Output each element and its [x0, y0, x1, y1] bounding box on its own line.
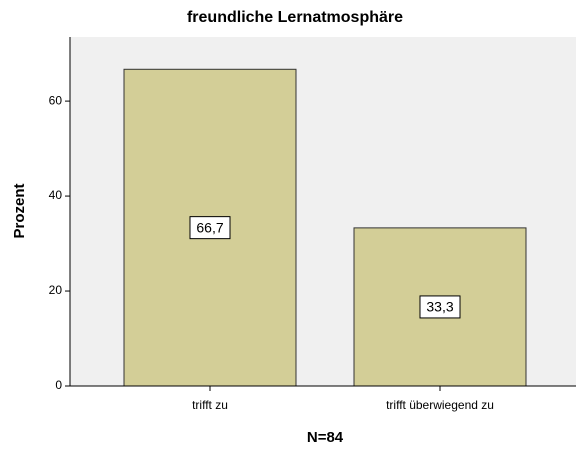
value-label-box — [419, 295, 461, 319]
value-label-box — [189, 216, 231, 240]
y-tick-label: 60 — [49, 93, 63, 107]
y-tick-label: 20 — [49, 283, 63, 297]
y-tick-label: 0 — [55, 378, 62, 392]
y-tick-label: 40 — [49, 188, 63, 202]
y-axis-title: Prozent — [11, 183, 28, 238]
bar — [123, 68, 297, 387]
value-label: 66,7 — [196, 219, 223, 235]
chart-title: freundliche Lernatmosphäre — [187, 9, 403, 26]
x-tick-label: trifft zu — [192, 398, 228, 412]
x-tick-label: trifft überwiegend zu — [386, 398, 494, 412]
value-label: 33,3 — [426, 299, 453, 315]
x-axis-title: N=84 — [307, 429, 344, 446]
